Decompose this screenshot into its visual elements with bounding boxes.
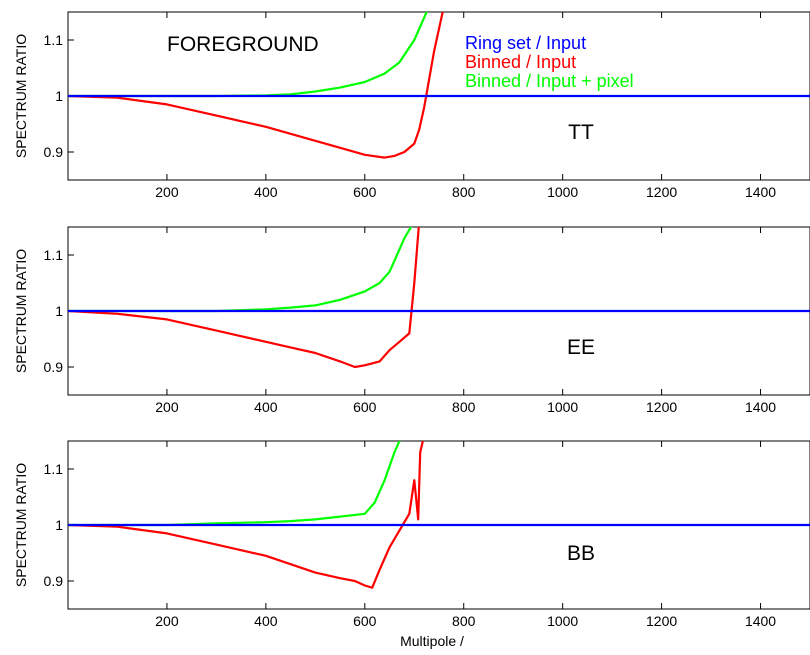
x-tick-label: 400 (254, 613, 278, 629)
series-line-binned-input (68, 227, 420, 369)
x-tick-label: 1400 (745, 613, 776, 629)
y-axis-label: SPECTRUM RATIO (13, 249, 29, 373)
x-tick-label: 1200 (646, 613, 677, 629)
x-tick-label: 800 (452, 399, 476, 415)
panel-label: TT (568, 121, 594, 144)
x-tick-label: 200 (155, 184, 179, 200)
ticks: 200 400 600 800 1000 1200 1400 0.9 1 1.1 (44, 441, 776, 629)
x-tick-label: 200 (155, 613, 179, 629)
y-axis-label: SPECTRUM RATIO (13, 463, 29, 587)
y-tick-label: 1.1 (44, 247, 64, 263)
x-tick-label: 1400 (745, 399, 776, 415)
series-line-binned-input-pixel (68, 227, 413, 313)
x-tick-label: 600 (353, 184, 377, 200)
x-tick-label: 400 (254, 399, 278, 415)
x-tick-label: 800 (452, 184, 476, 200)
series-line-binned-input (68, 12, 444, 159)
series-line-binned-input (68, 441, 424, 589)
legend: Ring set / Input Binned / Input Binned /… (465, 33, 634, 91)
legend-entry-ring-set: Ring set / Input (465, 33, 586, 53)
x-tick-label: 800 (452, 613, 476, 629)
ticks: 200 400 600 800 1000 1200 1400 0.9 1 1.1 (44, 12, 776, 200)
ticks: 200 400 600 800 1000 1200 1400 0.9 1 1.1 (44, 227, 776, 415)
panel-ee: SPECTRUM RATIO 200 400 600 800 1000 1200 1400 0… (13, 226, 810, 415)
x-tick-label: 600 (353, 613, 377, 629)
y-tick-label: 1 (55, 88, 63, 104)
panel-label: BB (567, 542, 595, 565)
x-tick-label: 400 (254, 184, 278, 200)
x-tick-label: 1000 (547, 184, 578, 200)
x-tick-label: 1000 (547, 613, 578, 629)
y-tick-label: 0.9 (44, 359, 64, 375)
x-tick-label: 1000 (547, 399, 578, 415)
x-axis-label: Multipole / (400, 633, 464, 649)
x-tick-label: 600 (353, 399, 377, 415)
panel-bb: SPECTRUM RATIO 200 400 600 800 1000 1200 1400 0… (13, 440, 810, 629)
panel-tt: SPECTRUM RATIO 200 400 600 800 1000 1200 1400 0… (13, 11, 810, 200)
x-tick-label: 1200 (646, 184, 677, 200)
series-group (68, 441, 810, 589)
panel-label: EE (567, 336, 595, 359)
series-line-binned-input-pixel (68, 441, 401, 527)
y-axis-label: SPECTRUM RATIO (13, 34, 29, 158)
y-tick-label: 0.9 (44, 144, 64, 160)
x-tick-label: 200 (155, 399, 179, 415)
x-tick-label: 1200 (646, 399, 677, 415)
y-tick-label: 1 (55, 303, 63, 319)
y-tick-label: 0.9 (44, 573, 64, 589)
y-tick-label: 1.1 (44, 461, 64, 477)
legend-entry-binned-pixel: Binned / Input + pixel (465, 71, 634, 91)
y-tick-label: 1.1 (44, 32, 64, 48)
series-group (68, 227, 810, 369)
series-group (68, 12, 810, 159)
y-tick-label: 1 (55, 517, 63, 533)
legend-entry-binned: Binned / Input (465, 52, 576, 72)
panel-title: FOREGROUND (167, 33, 319, 56)
x-tick-label: 1400 (745, 184, 776, 200)
